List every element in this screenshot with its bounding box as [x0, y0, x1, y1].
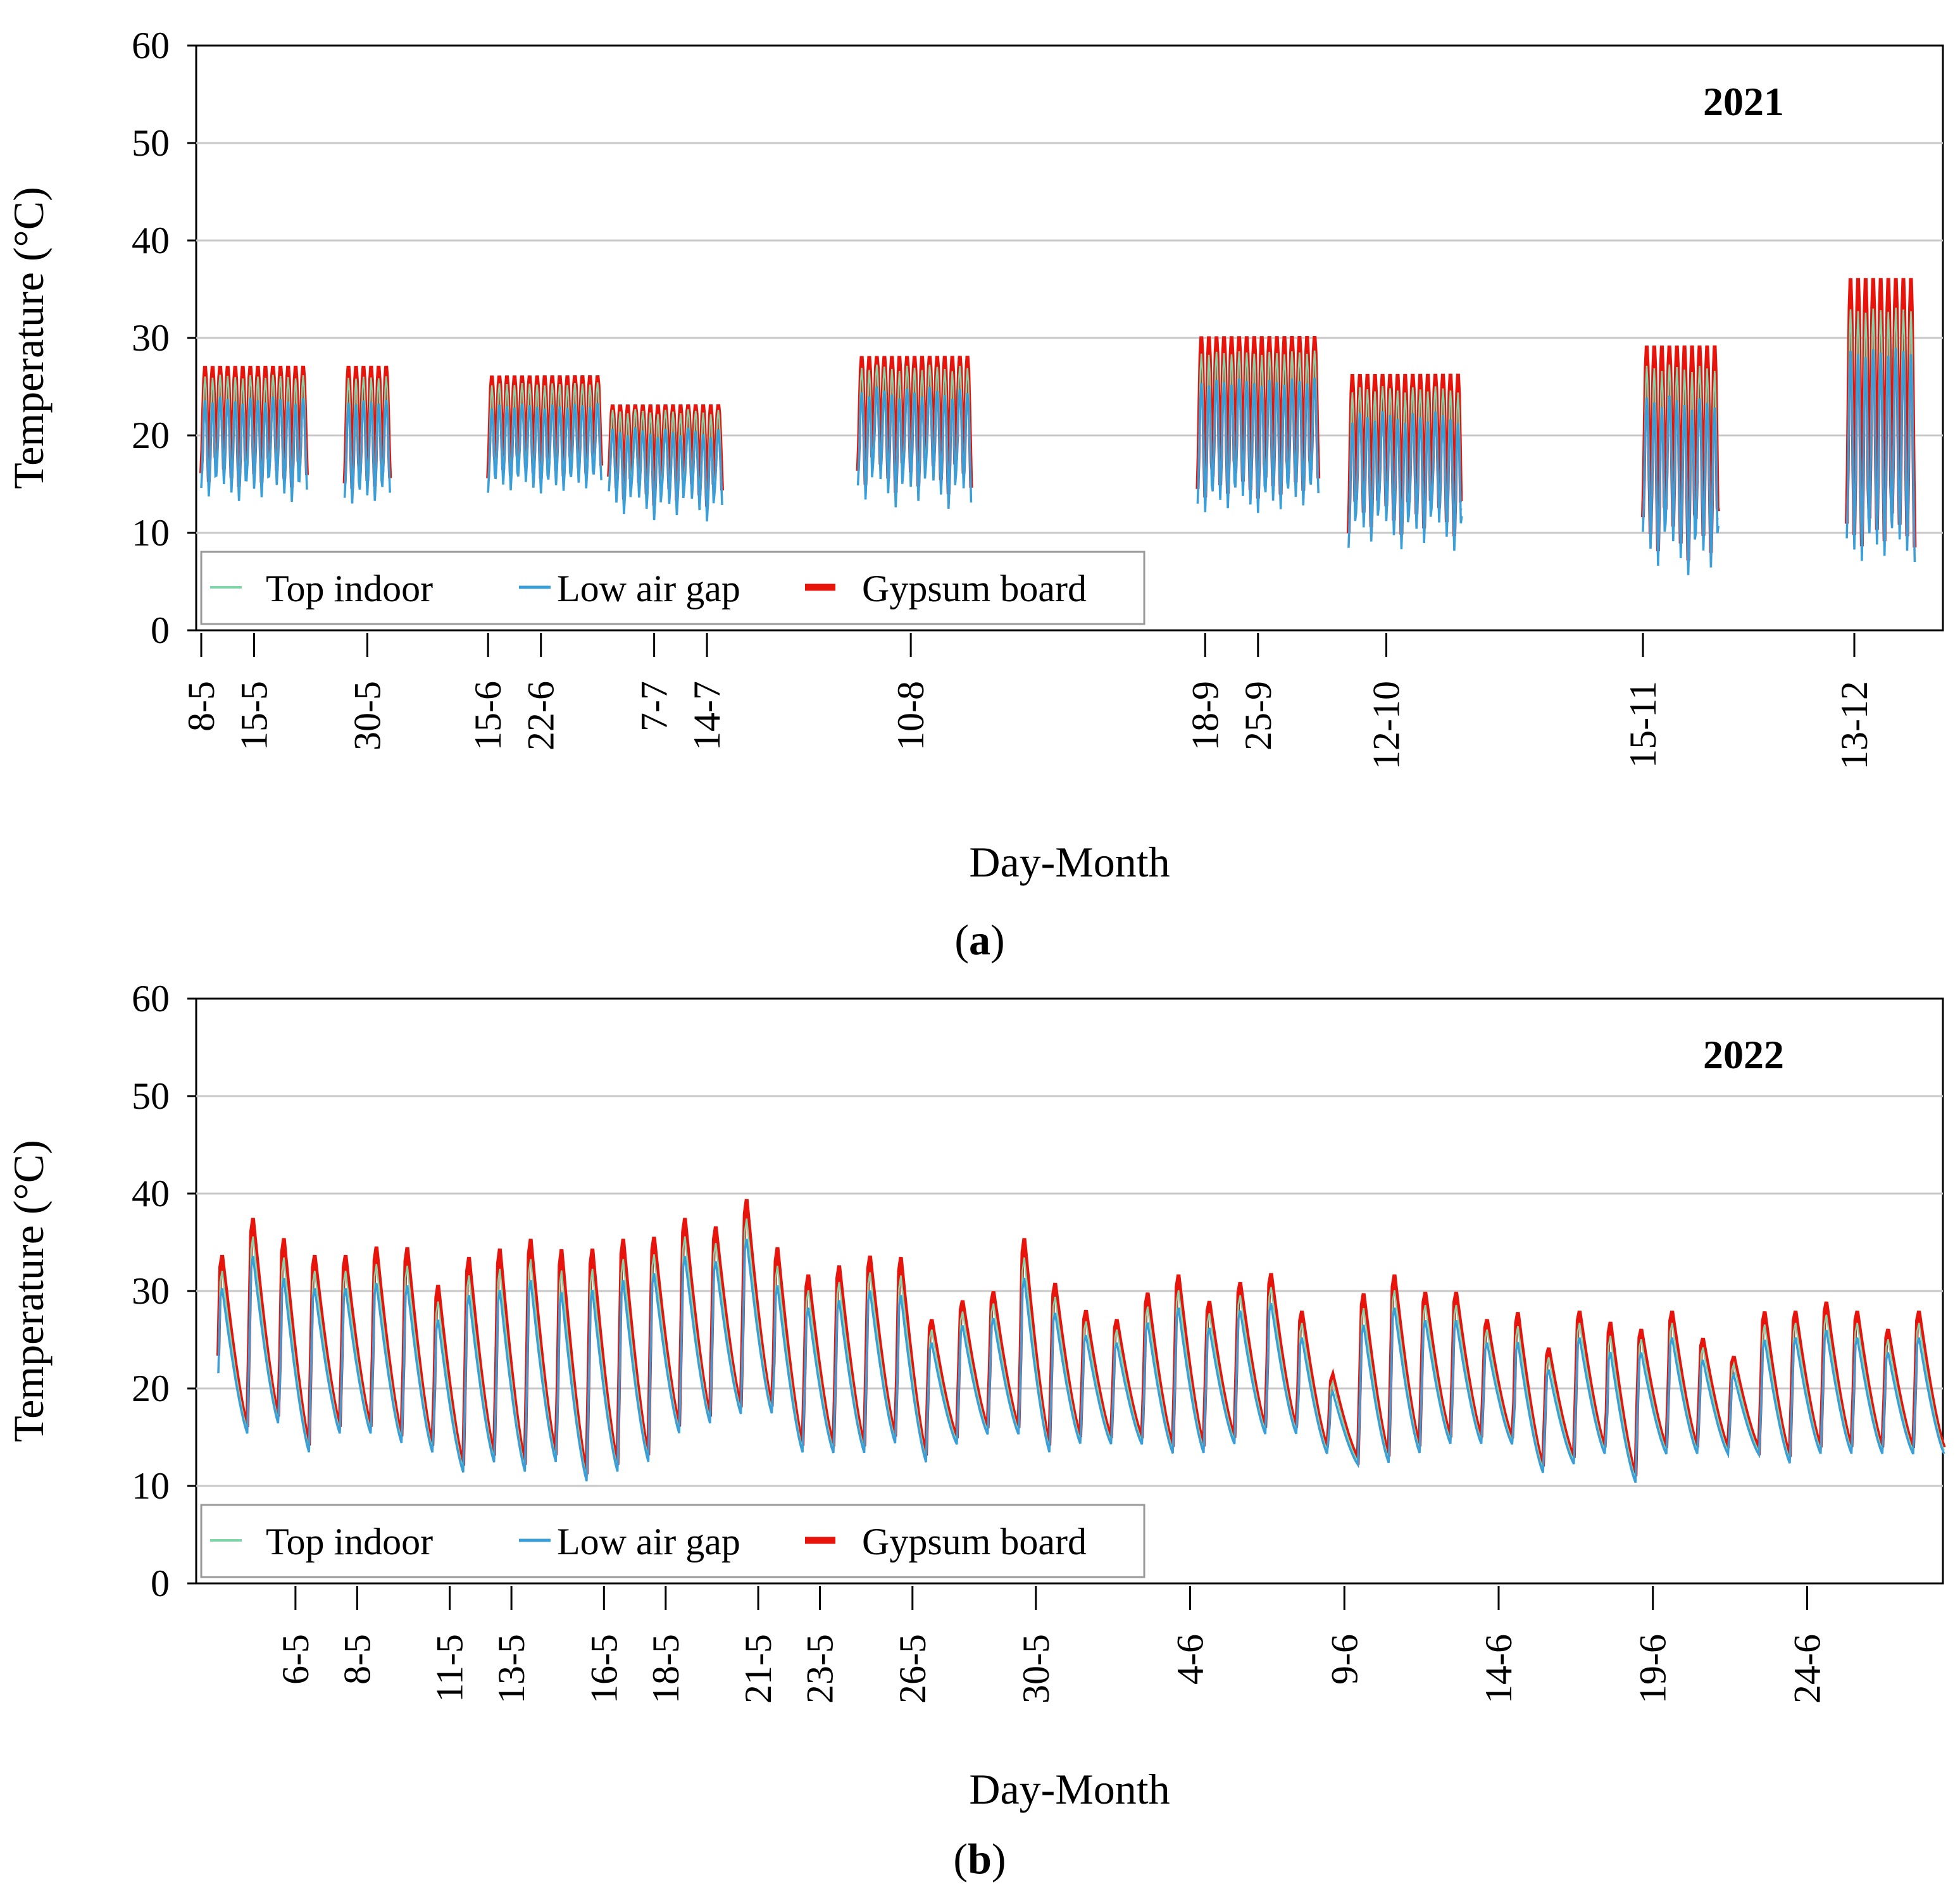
- panel-label-a: (a): [954, 916, 1004, 964]
- x-tick-label-a-1: 15-5: [233, 681, 275, 751]
- legend-label-top-indoor: Top indoor: [266, 568, 433, 609]
- y-tick-label-a-0: 0: [151, 609, 170, 651]
- x-tick-label-a-5: 7-7: [634, 681, 675, 732]
- legend-label-top-indoor-b: Top indoor: [266, 1521, 433, 1563]
- x-tick-label-b-8: 26-5: [892, 1634, 933, 1704]
- legend-box-b: [200, 1504, 1145, 1578]
- y-tick-label-a-20: 20: [132, 415, 170, 456]
- series-top-indoor-a-block-8: [1845, 308, 1916, 554]
- series-gypsum-board-a-block-4: [856, 356, 973, 494]
- series-gypsum-board-a-block-6: [1346, 373, 1463, 537]
- y-axis-label-a: Temperature (°C): [4, 187, 53, 489]
- y-tick-label-a-30: 30: [132, 317, 170, 359]
- series-gypsum-board-a-block-2: [486, 375, 604, 479]
- chart-panel-a: 0 10 20 30 40 50 60 8-5 15-5 30-5 15-6 22-6 7-7 14-7…: [4, 25, 1944, 964]
- x-tick-label-a-7: 10-8: [890, 681, 932, 751]
- x-axis-label-a: Day-Month: [969, 838, 1170, 886]
- y-tick-label-b-30: 30: [132, 1270, 170, 1312]
- y-ticks-a: 0 10 20 30 40 50 60: [132, 25, 196, 651]
- series-low-air-gap-a-block-4: [856, 386, 973, 509]
- x-tick-label-b-4: 16-5: [583, 1634, 625, 1704]
- series-low-air-gap-a-block-5: [1196, 377, 1320, 513]
- y-tick-label-a-40: 40: [132, 220, 170, 261]
- panel-letter-b: b: [968, 1835, 992, 1883]
- series-low-air-gap-a-block-8: [1845, 347, 1916, 563]
- series-a: [199, 278, 1917, 575]
- y-tick-label-a-60: 60: [132, 25, 170, 66]
- x-tick-label-a-11: 15-11: [1622, 681, 1664, 768]
- series-low-air-gap-a-block-0: [200, 396, 308, 502]
- legend-label-gypsum-board-b: Gypsum board: [862, 1521, 1087, 1563]
- panel-letter-a: a: [969, 916, 990, 964]
- x-tick-label-b-9: 30-5: [1015, 1634, 1057, 1704]
- y-tick-label-b-0: 0: [151, 1563, 170, 1604]
- y-tick-label-b-60: 60: [132, 978, 170, 1020]
- x-tick-label-b-6: 21-5: [737, 1634, 779, 1704]
- legend-box-a: [200, 551, 1145, 625]
- legend-label-gypsum-board: Gypsum board: [862, 568, 1087, 609]
- x-tick-label-b-1: 8-5: [336, 1634, 378, 1685]
- series-low-air-gap-a-block-6: [1347, 411, 1463, 551]
- x-tick-label-a-12: 13-12: [1833, 681, 1875, 770]
- series-low-air-gap-a-block-3: [608, 427, 723, 521]
- y-tick-label-b-40: 40: [132, 1173, 170, 1214]
- x-tick-label-b-12: 14-6: [1478, 1634, 1520, 1704]
- x-tick-label-b-14: 24-6: [1786, 1634, 1828, 1704]
- chart-panel-b: 0 10 20 30 40 50 60 6-5 8-5 11-5 13-5 16-5 18-5 21-5…: [4, 978, 1946, 1883]
- x-tick-label-a-3: 15-6: [467, 681, 509, 751]
- y-tick-label-a-10: 10: [132, 512, 170, 554]
- x-tick-label-a-4: 22-6: [520, 681, 562, 751]
- x-tick-label-a-8: 18-9: [1184, 681, 1226, 751]
- x-tick-label-b-13: 19-6: [1632, 1634, 1674, 1704]
- series-top-indoor-a-block-4: [857, 365, 972, 501]
- series-low-air-gap-a-block-1: [343, 399, 391, 504]
- x-tick-label-b-0: 6-5: [275, 1634, 316, 1685]
- x-tick-label-b-11: 9-6: [1323, 1634, 1365, 1685]
- series-low-air-gap-a-block-2: [487, 402, 602, 494]
- x-axis-label-b: Day-Month: [969, 1765, 1170, 1813]
- legend-label-low-air-gap: Low air gap: [557, 568, 740, 609]
- x-tick-label-a-2: 30-5: [346, 681, 388, 751]
- y-axis-label-b: Temperature (°C): [4, 1140, 53, 1442]
- year-label-a: 2021: [1703, 79, 1784, 124]
- x-tick-label-b-5: 18-5: [645, 1634, 687, 1704]
- x-tick-label-a-6: 14-7: [686, 681, 728, 751]
- series-top-indoor-a-block-6: [1347, 386, 1463, 544]
- legend-a: Top indoor Low air gap Gypsum board: [200, 551, 1145, 625]
- y-tick-label-a-50: 50: [132, 122, 170, 164]
- series-gypsum-board-a-block-3: [607, 404, 724, 507]
- panel-label-b: (b): [953, 1835, 1006, 1883]
- x-tick-label-b-3: 13-5: [490, 1634, 532, 1704]
- legend-b: Top indoor Low air gap Gypsum board: [200, 1504, 1145, 1578]
- y-tick-label-b-50: 50: [132, 1075, 170, 1117]
- x-tick-label-a-9: 25-9: [1237, 681, 1279, 751]
- series-low-air-gap-a-block-7: [1642, 395, 1720, 575]
- series-gypsum-board-a-block-8: [1845, 278, 1917, 548]
- x-tick-label-a-10: 12-10: [1366, 681, 1408, 770]
- series-top-indoor-a-block-2: [487, 382, 602, 486]
- legend-label-low-air-gap-b: Low air gap: [557, 1521, 740, 1563]
- series-low-air-gap-b: [217, 1238, 1945, 1483]
- x-ticks-a: 8-5 15-5 30-5 15-6 22-6 7-7 14-7 10-8 18-9 25-9 12…: [180, 633, 1875, 770]
- x-tick-label-a-0: 8-5: [180, 681, 222, 732]
- x-ticks-b: 6-5 8-5 11-5 13-5 16-5 18-5 21-5 23-5 26-5 30-5 4-…: [275, 1586, 1828, 1704]
- x-tick-label-b-10: 4-6: [1170, 1634, 1211, 1685]
- x-tick-label-b-2: 11-5: [429, 1634, 471, 1702]
- x-tick-label-b-7: 23-5: [799, 1634, 841, 1704]
- y-tick-label-b-20: 20: [132, 1368, 170, 1409]
- series-top-indoor-a-block-3: [608, 409, 723, 514]
- series-b: [216, 1199, 1946, 1483]
- year-label-b: 2022: [1703, 1032, 1784, 1077]
- y-ticks-b: 0 10 20 30 40 50 60: [132, 978, 196, 1604]
- y-tick-label-b-10: 10: [132, 1465, 170, 1507]
